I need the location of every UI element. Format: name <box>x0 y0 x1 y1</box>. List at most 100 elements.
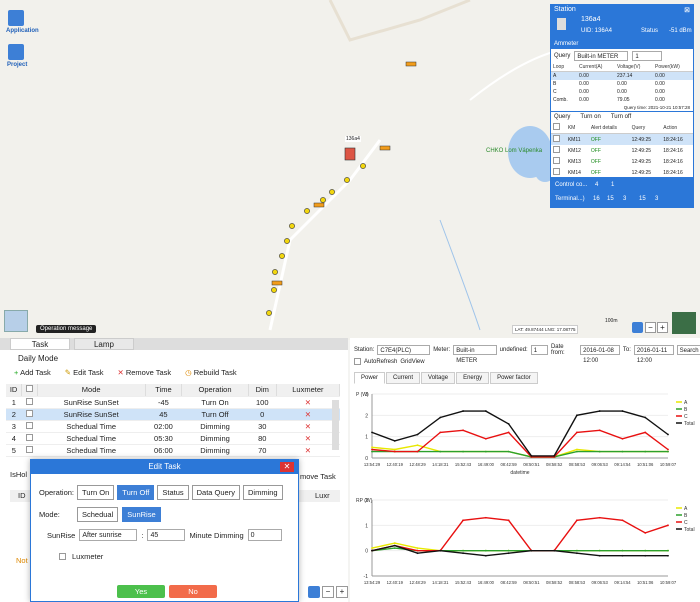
autorefresh-checkbox[interactable] <box>354 358 361 365</box>
tab-voltage[interactable]: Voltage <box>421 372 456 384</box>
row-checkbox[interactable] <box>21 396 38 409</box>
tab-energy[interactable]: Energy <box>456 372 490 384</box>
tab-power-factor[interactable]: Power factor <box>490 372 538 384</box>
zoom-out-button[interactable]: − <box>645 322 656 333</box>
query-km-button[interactable]: Query <box>554 114 571 120</box>
luxmeter-checkbox[interactable] <box>59 553 66 560</box>
tab-lamp[interactable]: Lamp <box>74 338 134 350</box>
data-query-option[interactable]: Data Query <box>191 485 240 500</box>
data-point <box>416 549 419 552</box>
table-row[interactable]: A 0.00 237.14 0.00 <box>551 71 693 80</box>
date-from-input[interactable]: 2016-01-08 12:00 <box>580 345 620 364</box>
data-point <box>371 431 373 434</box>
query-button[interactable]: Query <box>554 53 571 59</box>
legend-label: A <box>684 400 688 406</box>
schedual-option[interactable]: Schedual <box>77 507 119 522</box>
cell: 0 <box>248 408 277 421</box>
table-row[interactable]: KM13 OFF 12:49:25 18:24:16 <box>551 156 693 167</box>
close-icon[interactable]: ✕ <box>280 462 294 472</box>
table-row[interactable]: KM14 OFF 12:49:25 18:24:16 <box>551 167 693 178</box>
table-row[interactable]: 5 Schedual Time 06:00 Dimming 70 ✕ <box>6 444 340 457</box>
data-point <box>484 450 487 453</box>
data-point <box>667 549 669 552</box>
layers-icon[interactable] <box>4 310 28 332</box>
remove-task-button[interactable]: ✕ Remove Task <box>117 368 171 377</box>
tab-power[interactable]: Power <box>354 372 386 384</box>
date-to-input[interactable]: 2016-01-11 12:00 <box>633 345 674 364</box>
scrollbar[interactable] <box>332 400 339 450</box>
table-row[interactable]: C 0.00 0.00 0.00 <box>551 88 693 96</box>
luxmeter-header[interactable]: Luxmeter <box>276 384 341 397</box>
edit-task-button[interactable]: ✎ Edit Task <box>65 368 104 377</box>
meter-number-select[interactable]: 1 <box>632 51 663 61</box>
undefined-select[interactable]: 1 <box>530 345 548 355</box>
close-icon[interactable]: ⊠ <box>684 7 690 14</box>
cell: 18:24:16 <box>663 169 683 176</box>
mode-header[interactable]: Mode <box>37 384 146 397</box>
row-checkbox[interactable] <box>21 444 38 457</box>
gridview-button[interactable]: GridView <box>400 358 425 365</box>
data-point <box>598 554 601 557</box>
meter-select[interactable]: Built-in METER <box>453 345 497 364</box>
station-marker[interactable] <box>344 147 356 161</box>
luxmeter-off-icon: ✕ <box>276 432 340 445</box>
dimming-option[interactable]: Dimming <box>242 485 283 500</box>
sunrise-option[interactable]: SunRise <box>122 507 161 522</box>
row-checkbox[interactable] <box>21 420 38 433</box>
no-button[interactable]: No <box>169 585 217 598</box>
meter-select[interactable]: Built-in METER <box>574 51 629 61</box>
select-all-checkbox[interactable] <box>551 122 566 134</box>
turn-on-button[interactable]: Turn on <box>580 114 601 120</box>
row-checkbox[interactable] <box>21 432 38 445</box>
history-panel: Station: C7E4(PLC) Meter: Built-in METER… <box>350 338 700 602</box>
table-row[interactable]: 3 Schedual Time 02:00 Dimming 30 ✕ <box>6 420 340 433</box>
project-icon[interactable] <box>8 44 24 60</box>
turn-off-option[interactable]: Turn Off <box>117 485 155 500</box>
search-button[interactable]: Search <box>676 345 700 355</box>
legend-label: C <box>684 520 688 526</box>
remove-task-button-2[interactable]: move Task <box>300 472 336 481</box>
control-label: Control co... <box>555 182 588 188</box>
row-checkbox[interactable] <box>21 408 38 421</box>
tab-current[interactable]: Current <box>386 372 421 384</box>
table-row[interactable]: Comb. 0.00 79.05 0.00 <box>551 96 693 104</box>
minimap[interactable] <box>672 312 696 334</box>
row-checkbox[interactable] <box>551 134 566 146</box>
tab-task[interactable]: Task <box>10 338 70 350</box>
yes-button[interactable]: Yes <box>117 585 165 598</box>
x-tick-label: 08:42:59 <box>500 580 517 585</box>
application-icon[interactable] <box>8 10 24 26</box>
dim-header[interactable]: Dim <box>248 384 277 397</box>
table-row[interactable]: KM11 OFF 12:49:25 18:24:16 <box>551 133 693 146</box>
turn-off-button[interactable]: Turn off <box>610 114 632 120</box>
rebuild-task-button[interactable]: ◷ Rebuild Task <box>185 368 236 377</box>
cell: 0.00 <box>579 97 589 103</box>
operation-header[interactable]: Operation <box>181 384 249 397</box>
status-option[interactable]: Status <box>157 485 189 500</box>
table-row[interactable]: 4 Schedual Time 05:30 Dimming 80 ✕ <box>6 432 340 445</box>
table-row[interactable]: B 0.00 0.00 0.00 <box>551 80 693 88</box>
row-checkbox[interactable] <box>551 145 566 156</box>
row-checkbox[interactable] <box>551 156 566 167</box>
cell: OFF <box>590 169 601 176</box>
edit-icon[interactable] <box>632 322 643 333</box>
table-row[interactable]: 2 SunRise SunSet 45 Turn Off 0 ✕ <box>6 408 340 421</box>
dim-input[interactable]: 0 <box>247 529 282 541</box>
time-header[interactable]: Time <box>145 384 183 397</box>
edit-icon-2[interactable] <box>308 586 320 598</box>
minutes-input[interactable]: 45 <box>147 529 186 541</box>
row-checkbox[interactable] <box>551 167 566 178</box>
add-task-button[interactable]: + Add Task <box>14 368 51 377</box>
station-select[interactable]: C7E4(PLC) <box>377 345 431 355</box>
zoom-out-button-2[interactable]: − <box>322 586 334 598</box>
table-row[interactable]: KM12 OFF 12:49:25 18:24:16 <box>551 145 693 156</box>
table-row[interactable]: 1 SunRise SunSet -45 Turn On 100 ✕ <box>6 396 340 409</box>
data-point <box>371 547 373 550</box>
data-point <box>393 542 396 544</box>
sunrise-select[interactable]: After sunrise <box>79 529 138 541</box>
zoom-in-button-2[interactable]: + <box>336 586 348 598</box>
checkbox-header[interactable] <box>21 384 38 397</box>
turn-on-option[interactable]: Turn On <box>77 485 115 500</box>
zoom-in-button[interactable]: + <box>657 322 668 333</box>
operation-message[interactable]: Operation message <box>36 325 97 333</box>
